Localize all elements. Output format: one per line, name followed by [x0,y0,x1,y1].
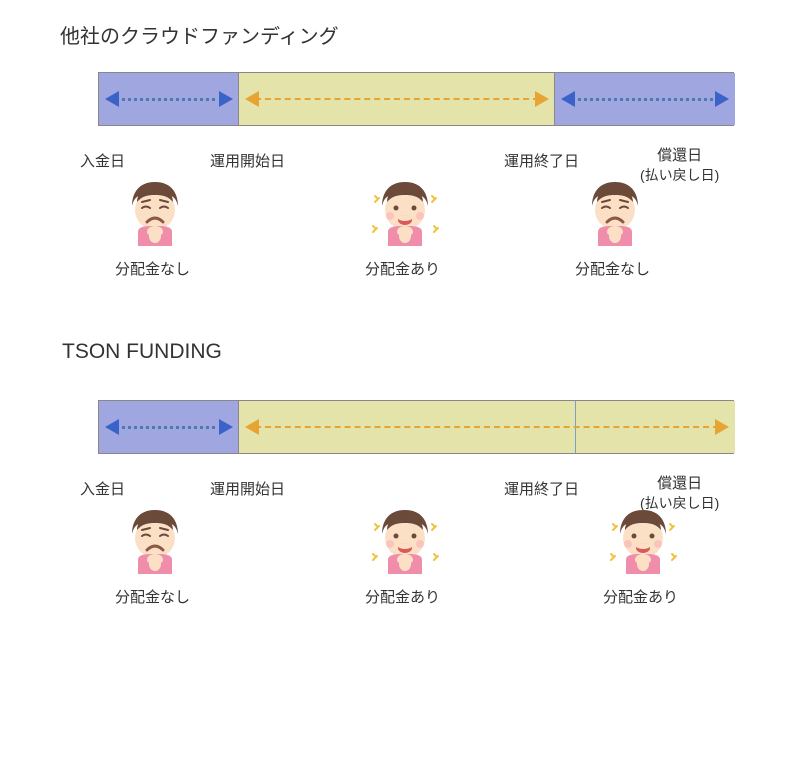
axis-label: 運用終了日 [504,478,579,499]
person-happy-icon [608,506,678,574]
person-sad-icon [580,178,650,246]
timeline-bar [98,72,734,126]
axis-label: 入金日 [80,478,125,499]
axis-label: 入金日 [80,150,125,171]
axis-label: 運用開始日 [210,478,285,499]
distribution-label: 分配金なし [575,258,650,279]
timeline-bar [98,400,734,454]
timeline-segment [555,73,735,125]
person-happy-icon [370,178,440,246]
timeline-segment [239,73,555,125]
axis-label: 償還日(払い戻し日) [640,144,719,185]
distribution-label: 分配金なし [115,258,190,279]
timeline-segment [239,401,735,453]
timeline-segment [99,73,239,125]
person-sad-icon [120,178,190,246]
section-title: 他社のクラウドファンディング [60,20,339,49]
distribution-label: 分配金あり [603,586,678,607]
timeline-segment [99,401,239,453]
axis-label: 運用開始日 [210,150,285,171]
person-happy-icon [370,506,440,574]
distribution-label: 分配金あり [365,258,440,279]
person-sad-icon [120,506,190,574]
section-title: TSON FUNDING [62,340,222,364]
axis-label: 運用終了日 [504,150,579,171]
distribution-label: 分配金あり [365,586,440,607]
axis-label-sub: (払い戻し日) [640,165,719,185]
distribution-label: 分配金なし [115,586,190,607]
